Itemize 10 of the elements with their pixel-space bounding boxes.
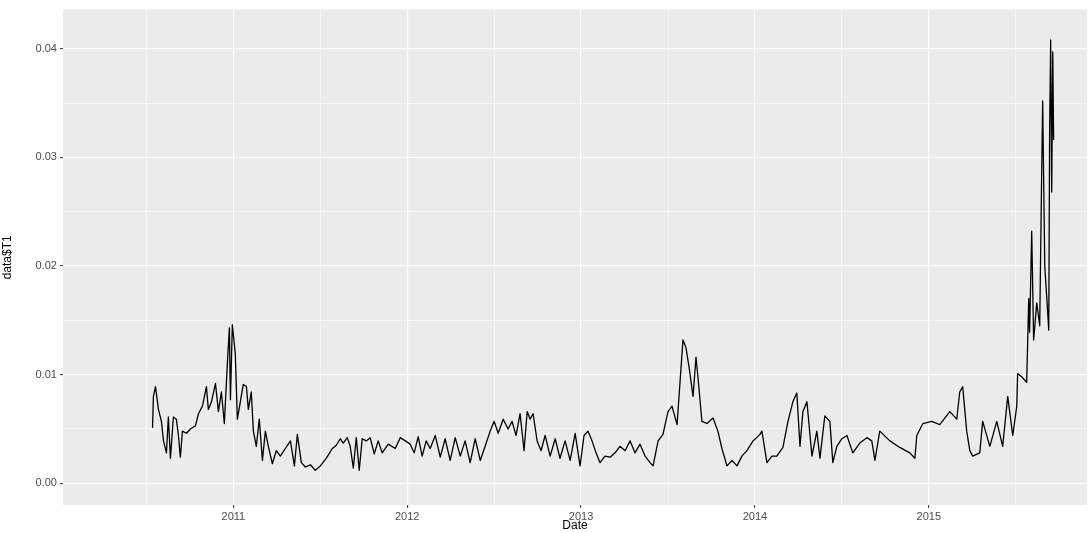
x-tick-label: 2015 xyxy=(916,509,942,522)
x-tick-label: 2012 xyxy=(394,509,420,522)
y-tick-label: 0.00 xyxy=(35,476,57,489)
y-tick-label: 0.02 xyxy=(35,259,57,272)
y-tick-label: 0.04 xyxy=(35,41,57,54)
y-axis-title: data$T1 xyxy=(0,234,14,280)
y-tick-label: 0.01 xyxy=(35,367,57,380)
x-tick-label: 2011 xyxy=(221,509,246,522)
x-tick-label: 2014 xyxy=(742,509,768,522)
y-tick-label: 0.03 xyxy=(35,150,57,163)
